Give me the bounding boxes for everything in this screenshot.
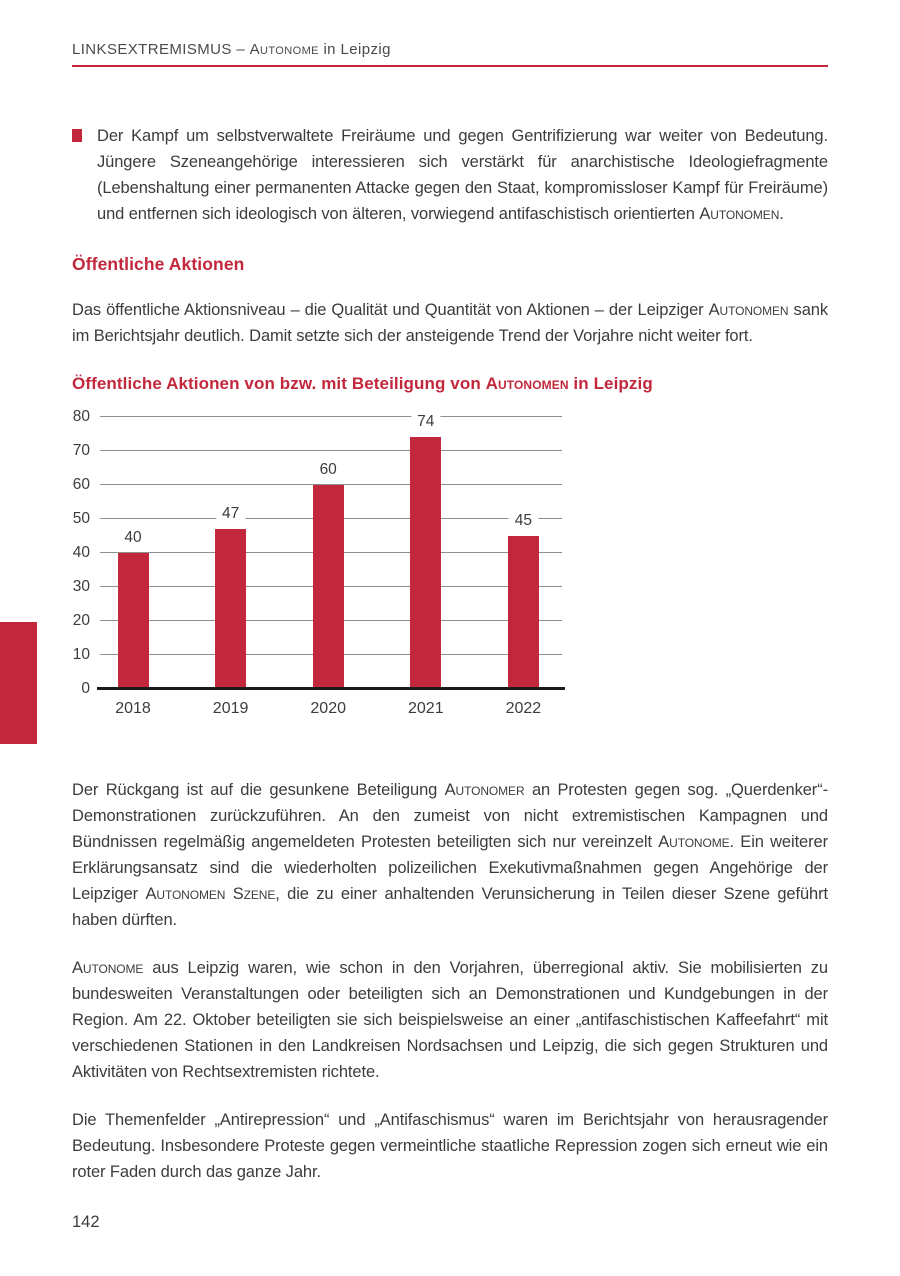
text-run: sank im Berichtsjahr deutlich. Damit set… xyxy=(72,301,828,345)
text-run: . xyxy=(779,205,784,223)
y-axis-tick-label: 80 xyxy=(72,408,90,425)
x-axis-line xyxy=(97,687,565,690)
bullet-paragraph: Der Kampf um selbstverwaltete Freiräume … xyxy=(97,123,828,227)
y-axis-tick-label: 10 xyxy=(72,646,90,663)
y-axis-tick-label: 60 xyxy=(72,476,90,493)
bar-2018 xyxy=(117,553,149,689)
y-axis-tick-label: 40 xyxy=(72,544,90,561)
x-axis-category-label: 2021 xyxy=(408,700,444,717)
text-run: aus Leipzig waren, wie schon in den Vorj… xyxy=(72,959,828,1081)
chart-plot-area: 0 10 20 30 40 50 60 70 80 40 2018 47 2019 60 2020 74 202… xyxy=(73,408,565,717)
text-run: in Leipzig xyxy=(318,41,391,58)
x-axis-category-label: 2020 xyxy=(310,700,346,717)
smallcaps-term: Autonome xyxy=(658,833,730,851)
y-axis-tick-label: 0 xyxy=(81,680,90,697)
smallcaps-term: Autonomen Szene xyxy=(145,885,276,903)
paragraph-rueckgang: Der Rückgang ist auf die gesunkene Betei… xyxy=(72,777,828,933)
bar-value-label: 47 xyxy=(215,504,246,525)
text-run: Der Rückgang ist auf die gesunkene Betei… xyxy=(72,781,445,799)
text-run: LINKSEXTREMISMUS – xyxy=(72,41,250,58)
page-number: 142 xyxy=(72,1213,100,1231)
text-run: Die Themenfelder „Antirepression“ und „A… xyxy=(72,1111,828,1181)
paragraph-aktionsniveau: Das öffentliche Aktionsniveau – die Qual… xyxy=(72,297,828,349)
bar-2021 xyxy=(410,437,442,689)
text-run: an Protesten gegen sog. „Querdenker“-Dem… xyxy=(72,781,828,851)
paragraph-ueberregional: Autonome aus Leipzig waren, wie schon in… xyxy=(72,955,828,1085)
x-axis-category-label: 2019 xyxy=(212,700,249,717)
bar-2020 xyxy=(312,485,344,689)
gridline xyxy=(100,416,562,417)
text-run: Öffentliche Aktionen von bzw. mit Beteil… xyxy=(72,374,486,393)
y-axis-tick-label: 20 xyxy=(72,612,90,629)
text-run: . Ein weiterer Erklärungsansatz sind die… xyxy=(72,833,828,903)
chapter-tab-marker xyxy=(0,622,37,744)
y-axis-tick-label: 70 xyxy=(72,442,90,459)
bar-value-label: 40 xyxy=(118,528,148,548)
text-run: Das öffentliche Aktionsniveau – die Qual… xyxy=(72,301,709,319)
chart-title: Öffentliche Aktionen von bzw. mit Beteil… xyxy=(72,373,828,395)
smallcaps-term: Autonome xyxy=(72,959,144,977)
bar-value-label: 74 xyxy=(411,412,441,433)
header-rule xyxy=(72,65,828,67)
section-heading: Öffentliche Aktionen xyxy=(72,254,245,274)
gridline xyxy=(100,450,562,451)
gridline xyxy=(100,484,562,485)
text-run: , die zu einer anhaltenden Verunsicherun… xyxy=(72,885,828,929)
bar-value-label: 45 xyxy=(508,511,539,531)
bar-2019 xyxy=(215,529,247,689)
smallcaps-term: Autonomer xyxy=(444,781,525,799)
smallcaps-term: Autonomen xyxy=(485,374,569,393)
bar-2022 xyxy=(507,536,539,689)
y-axis-tick-label: 30 xyxy=(72,578,90,595)
bullet-square-icon xyxy=(72,129,82,142)
bar-value-label: 60 xyxy=(313,460,343,480)
text-run: in Leipzig xyxy=(568,374,653,393)
bar-chart: 0 10 20 30 40 50 60 70 80 40 2018 47 2019 60 2020 74 202… xyxy=(72,408,828,747)
text-run: Der Kampf um selbstverwaltete Freiräume … xyxy=(97,127,828,223)
running-header: LINKSEXTREMISMUS – Autonome in Leipzig xyxy=(72,40,828,60)
x-axis-category-label: 2018 xyxy=(115,700,151,717)
y-axis-tick-label: 50 xyxy=(72,510,90,527)
summary-bullet-item: Der Kampf um selbstverwaltete Freiräume … xyxy=(72,123,828,227)
smallcaps-term: Autonomen xyxy=(699,205,780,223)
paragraph-themenfelder: Die Themenfelder „Antirepression“ und „A… xyxy=(72,1107,828,1185)
x-axis-category-label: 2022 xyxy=(505,700,542,717)
smallcaps-term: Autonome xyxy=(249,41,319,58)
smallcaps-term: Autonomen xyxy=(708,301,789,319)
